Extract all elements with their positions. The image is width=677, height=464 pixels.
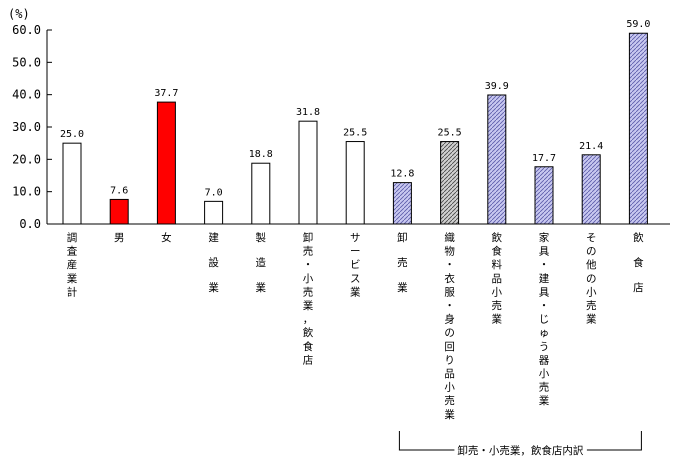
bar <box>62 142 82 225</box>
bracket-label-background <box>454 443 587 458</box>
data-label: 12.8 <box>390 169 414 180</box>
data-label: 25.5 <box>438 128 462 139</box>
category-label: 製造業 <box>256 231 267 294</box>
data-label: 37.7 <box>154 88 178 99</box>
category-label: 男 <box>114 232 125 244</box>
subcategory-bracket: 卸売・小売業，飲食店内訳 <box>398 431 642 458</box>
bar <box>298 120 318 225</box>
bar <box>156 101 176 225</box>
category-labels: 調査産業計 男 女 建設業 製造業 卸売・小売業，飲食店 サービス業 卸売業 織物・衣服・身の回… <box>67 231 644 421</box>
data-label: 7.0 <box>205 187 223 198</box>
category-label: 織物・衣服・身の回り品小売業 <box>444 231 455 421</box>
y-unit-label: (%) <box>8 7 30 21</box>
data-label: 39.9 <box>485 81 509 92</box>
bar <box>109 198 129 225</box>
bar <box>251 162 271 225</box>
category-label: 卸売業 <box>397 231 408 294</box>
bar <box>628 32 648 225</box>
data-label: 25.5 <box>343 128 367 139</box>
category-label: 調査産業計 <box>67 231 78 298</box>
y-tick-label: 60.0 <box>12 23 41 37</box>
category-label: 飲食料品小売業 <box>492 231 503 326</box>
y-axis: 0.0 10.0 20.0 30.0 40.0 50.0 60.0 <box>12 23 670 231</box>
data-labels: 25.0 7.6 37.7 7.0 18.8 31.8 25.5 12.8 25.5 39.9 17… <box>60 19 650 198</box>
category-label: 飲食店 <box>633 231 644 294</box>
y-tick-label: 50.0 <box>12 55 41 69</box>
data-label: 25.0 <box>60 129 84 140</box>
bar <box>204 200 224 225</box>
category-label: その他の小売業 <box>586 232 597 326</box>
data-label: 59.0 <box>626 19 650 30</box>
bar <box>345 141 365 225</box>
y-tick-label: 10.0 <box>12 185 41 199</box>
data-label: 17.7 <box>532 153 556 164</box>
category-label: 卸売・小売業，飲食店 <box>303 231 314 366</box>
category-label: サービス業 <box>350 232 361 298</box>
y-tick-label: 40.0 <box>12 88 41 102</box>
data-label: 7.6 <box>110 185 128 196</box>
category-label: 家具・建具・じゅう器小売業 <box>539 231 550 407</box>
bar <box>534 166 554 225</box>
category-label: 建設業 <box>208 231 219 294</box>
bar <box>440 141 460 225</box>
category-label: 女 <box>161 231 172 244</box>
data-label: 18.8 <box>249 149 273 160</box>
bracket-label: 卸売・小売業，飲食店内訳 <box>457 444 583 457</box>
bar <box>581 154 601 225</box>
y-tick-label: 30.0 <box>12 120 41 134</box>
bars <box>62 32 648 225</box>
y-tick-label: 0.0 <box>19 217 41 231</box>
data-label: 31.8 <box>296 107 320 118</box>
bar <box>392 182 412 225</box>
data-label: 21.4 <box>579 141 603 152</box>
bar <box>487 94 507 225</box>
y-tick-label: 20.0 <box>12 152 41 166</box>
